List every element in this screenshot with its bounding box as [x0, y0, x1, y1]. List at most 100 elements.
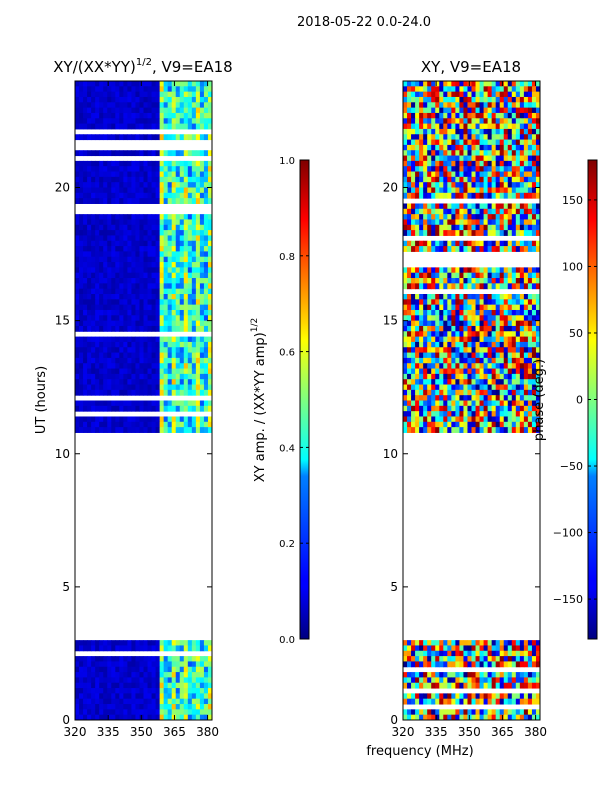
heatmap-cell [199, 416, 205, 423]
heatmap-cell [179, 118, 185, 125]
heatmap-cell [179, 96, 185, 103]
heatmap-cell [179, 352, 185, 359]
heatmap-cell [147, 656, 153, 662]
heatmap-cell [423, 709, 428, 716]
heatmap-cell [111, 81, 116, 87]
heatmap-cell [115, 357, 120, 364]
heatmap-cell [499, 661, 505, 668]
heatmap-cell [179, 421, 185, 428]
heatmap-cell [471, 389, 477, 396]
heatmap-cell [471, 363, 477, 370]
colorbar-tick-label: −150 [553, 593, 583, 606]
heatmap-cell [87, 304, 92, 311]
heatmap-cell [403, 363, 408, 370]
heatmap-cell [439, 698, 444, 705]
heatmap-cell [535, 283, 540, 290]
heatmap-cell [171, 299, 177, 306]
heatmap-cell [415, 336, 420, 343]
heatmap-cell [159, 379, 165, 386]
heatmap-cell [207, 698, 212, 705]
heatmap-cell [79, 96, 84, 103]
heatmap-cell [99, 182, 104, 189]
heatmap-cell [411, 315, 416, 322]
heatmap-cell [523, 240, 529, 247]
heatmap-cell [519, 118, 525, 125]
heatmap-cell [143, 325, 149, 332]
heatmap-cell [471, 134, 477, 141]
heatmap-cell [151, 352, 157, 359]
heatmap-cell [143, 421, 149, 428]
heatmap-cell [495, 118, 501, 125]
heatmap-cell [531, 203, 537, 210]
heatmap-cell [123, 283, 128, 290]
heatmap-cell [139, 134, 144, 141]
heatmap-cell [87, 246, 92, 252]
heatmap-cell [459, 246, 464, 252]
heatmap-cell [491, 357, 497, 364]
heatmap-cell [455, 123, 460, 130]
heatmap-cell [419, 230, 424, 236]
heatmap-cell [523, 96, 529, 103]
heatmap-cell [487, 96, 493, 103]
heatmap-cell [103, 427, 108, 433]
heatmap-cell [151, 709, 157, 716]
heatmap-cell [535, 96, 540, 103]
heatmap-cell [187, 373, 193, 380]
heatmap-cell [495, 278, 501, 284]
heatmap-cell [443, 171, 448, 178]
heatmap-cell [107, 171, 112, 178]
heatmap-cell [195, 86, 201, 93]
heatmap-cell [135, 198, 140, 204]
heatmap-cell [183, 427, 189, 433]
heatmap-cell [443, 389, 448, 396]
heatmap-cell [403, 656, 408, 662]
heatmap-cell [491, 640, 497, 646]
heatmap-cell [439, 315, 444, 322]
heatmap-cell [431, 128, 436, 135]
heatmap-cell [127, 304, 132, 311]
y-tick-label: 15 [55, 314, 70, 328]
heatmap-cell [535, 411, 540, 417]
heatmap-cell [519, 81, 525, 87]
heatmap-cell [159, 688, 165, 694]
heatmap-cell [175, 267, 181, 274]
heatmap-cell [507, 714, 513, 720]
heatmap-cell [167, 384, 173, 391]
heatmap-cell [407, 384, 412, 391]
heatmap-cell [159, 182, 165, 189]
heatmap-cell [167, 389, 173, 396]
heatmap-cell [487, 123, 493, 130]
heatmap-cell [111, 256, 116, 263]
heatmap-cell [175, 666, 181, 673]
heatmap-cell [183, 86, 189, 93]
heatmap-cell [199, 262, 205, 268]
heatmap-cell [175, 198, 181, 204]
heatmap-cell [515, 278, 521, 284]
heatmap-cell [155, 666, 161, 673]
heatmap-cell [159, 682, 165, 689]
heatmap-cell [435, 81, 440, 87]
heatmap-cell [87, 384, 92, 391]
heatmap-cell [119, 224, 124, 231]
heatmap-cell [183, 123, 189, 130]
heatmap-cell [499, 150, 505, 157]
heatmap-cell [527, 709, 533, 716]
heatmap-cell [491, 171, 497, 178]
heatmap-cell [435, 373, 440, 380]
left-ylabel: UT (hours) [34, 366, 49, 434]
heatmap-cell [171, 693, 177, 700]
heatmap-cell [183, 176, 189, 183]
heatmap-cell [147, 325, 153, 332]
heatmap-cell [179, 219, 185, 226]
heatmap-cell [407, 246, 412, 252]
heatmap-cell [407, 650, 412, 657]
heatmap-cell [427, 283, 432, 290]
heatmap-cell [471, 91, 477, 98]
heatmap-cell [523, 320, 529, 327]
heatmap-cell [83, 320, 88, 327]
heatmap-cell [455, 219, 460, 226]
heatmap-cell [127, 123, 132, 130]
heatmap-cell [483, 107, 489, 114]
heatmap-cell [503, 278, 509, 284]
heatmap-cell [203, 645, 209, 652]
